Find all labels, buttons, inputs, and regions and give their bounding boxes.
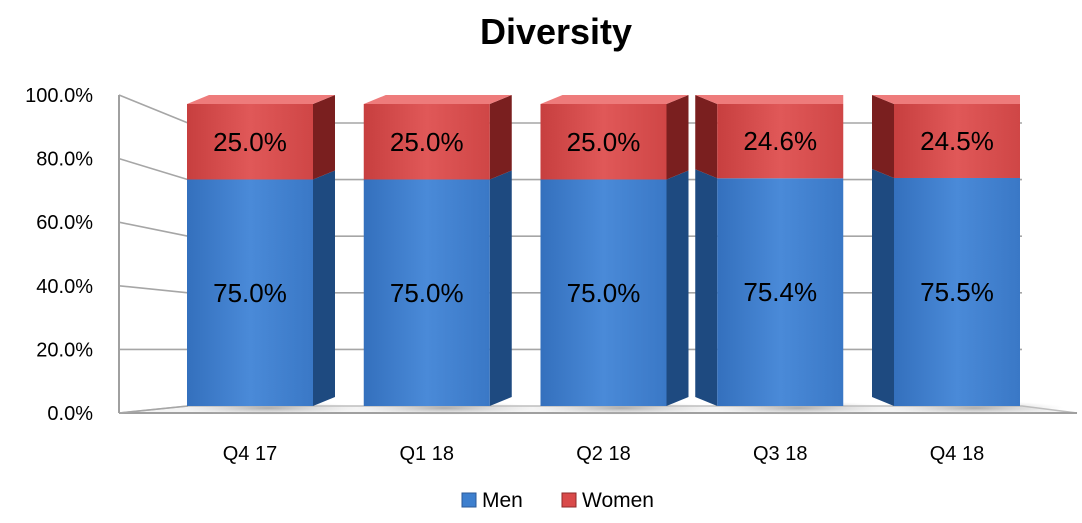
bar-women bbox=[894, 104, 1020, 178]
x-tick-label: Q1 18 bbox=[400, 443, 454, 465]
data-label-women: 25.0% bbox=[213, 127, 287, 157]
y-tick-label: 40.0% bbox=[36, 276, 93, 298]
y-tick-label: 20.0% bbox=[36, 339, 93, 361]
legend-swatch-women bbox=[561, 492, 577, 508]
data-label-women: 24.6% bbox=[743, 126, 817, 156]
bar-men bbox=[540, 179, 667, 406]
x-tick-label: Q3 18 bbox=[753, 443, 807, 465]
bar-men bbox=[717, 178, 844, 406]
x-tick-label: Q4 17 bbox=[223, 443, 277, 465]
gridline-side bbox=[118, 94, 189, 124]
data-label-women: 24.5% bbox=[920, 126, 994, 156]
bar-men bbox=[894, 177, 1020, 406]
data-label-men: 75.0% bbox=[567, 278, 641, 308]
data-label-men: 75.0% bbox=[213, 278, 287, 308]
bar-men bbox=[363, 179, 490, 406]
gridline-side bbox=[118, 221, 189, 237]
bar-side-men bbox=[489, 170, 512, 406]
bar-men bbox=[187, 179, 313, 406]
data-label-men: 75.5% bbox=[920, 277, 994, 307]
bar-top bbox=[187, 95, 335, 104]
x-tick-label: Q2 18 bbox=[576, 443, 630, 465]
bar-women bbox=[717, 104, 844, 179]
bar-side-women bbox=[666, 95, 689, 180]
bar-women bbox=[187, 104, 313, 180]
bar-side-women bbox=[695, 95, 718, 179]
y-tick-label: 0.0% bbox=[47, 403, 93, 425]
gridline-side bbox=[118, 405, 189, 414]
gridline-side bbox=[118, 157, 189, 181]
data-label-women: 25.0% bbox=[390, 127, 464, 157]
bar-side-men bbox=[313, 170, 335, 406]
bar-side-women bbox=[872, 95, 894, 178]
bar-top bbox=[363, 95, 512, 104]
x-tick-label: Q4 18 bbox=[930, 443, 984, 465]
legend-swatch-men bbox=[461, 492, 477, 508]
legend-label-men: Men bbox=[482, 489, 523, 512]
y-tick-label: 80.0% bbox=[36, 149, 93, 171]
bar-top bbox=[872, 95, 1020, 104]
bar-side-men bbox=[695, 169, 718, 406]
bar-side-women bbox=[489, 95, 512, 180]
bar-side-men bbox=[666, 170, 689, 406]
bar-side-women bbox=[313, 95, 335, 180]
data-label-men: 75.0% bbox=[390, 278, 464, 308]
data-label-women: 25.0% bbox=[567, 127, 641, 157]
y-tick-label: 100.0% bbox=[25, 85, 93, 107]
bar-women bbox=[540, 104, 667, 180]
bar-side-men bbox=[872, 168, 894, 406]
bar-top bbox=[695, 95, 844, 104]
bar-women bbox=[363, 104, 490, 180]
data-label-men: 75.4% bbox=[743, 277, 817, 307]
gridline-side bbox=[118, 285, 189, 294]
y-tick-label: 60.0% bbox=[36, 212, 93, 234]
bar-top bbox=[540, 95, 689, 104]
chart-title: Diversity bbox=[480, 11, 632, 52]
legend-label-women: Women bbox=[582, 489, 654, 512]
